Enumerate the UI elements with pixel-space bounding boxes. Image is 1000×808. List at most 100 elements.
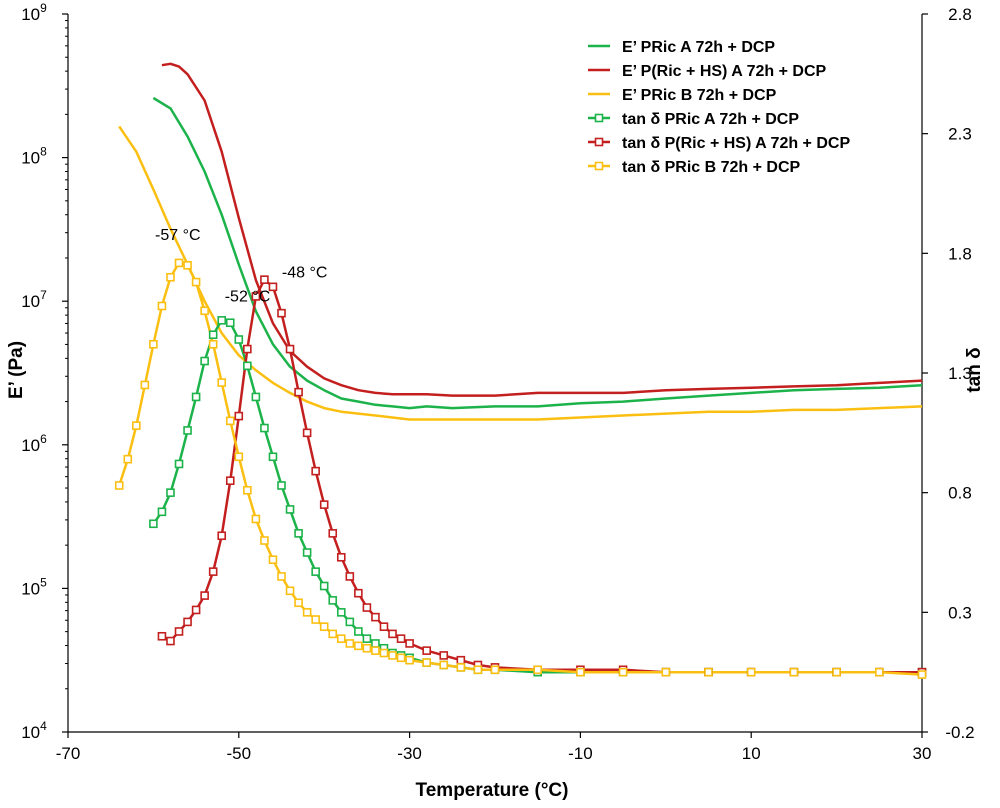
series-marker [149, 339, 158, 349]
series-marker [371, 646, 380, 655]
series-marker [456, 663, 466, 672]
series-marker [166, 488, 175, 497]
series-marker [260, 275, 269, 284]
series-marker [251, 514, 261, 524]
series-marker [388, 629, 397, 639]
series-marker [157, 631, 167, 641]
y-left-tick-label: 105 [21, 575, 47, 598]
series-marker [302, 548, 312, 557]
series-marker [354, 627, 363, 636]
series-marker [405, 655, 414, 665]
legend-swatch-marker [594, 137, 604, 147]
series-marker [789, 667, 799, 677]
series-marker [439, 660, 449, 670]
x-tick-label: -30 [397, 744, 422, 763]
series-marker [345, 639, 355, 648]
legend-label: E’ PRic B 72h + DCP [622, 87, 777, 104]
legend-label: E’ PRic A 72h + DCP [622, 39, 775, 56]
y-right-tick-label: 1.3 [948, 364, 972, 383]
series-marker [260, 423, 269, 433]
series-line [152, 319, 922, 674]
series-marker [379, 648, 389, 658]
y-left-tick-label: 107 [21, 288, 47, 311]
series-line [161, 278, 922, 674]
series-marker [174, 459, 184, 469]
series-marker [243, 344, 252, 354]
series-marker [277, 481, 286, 490]
series-marker [277, 572, 286, 581]
series-marker [379, 622, 389, 631]
legend-swatch-marker [594, 113, 604, 123]
series-marker [123, 454, 133, 464]
series-marker [268, 282, 278, 292]
series-marker [456, 655, 466, 665]
series-marker [704, 667, 713, 677]
peak-annotation: -48 °C [282, 265, 328, 282]
series-marker [157, 507, 167, 517]
series-marker [183, 426, 192, 435]
series-marker [832, 667, 841, 677]
series-marker [354, 641, 363, 651]
series-marker [396, 634, 406, 643]
series-marker [251, 392, 261, 402]
series-marker [336, 634, 346, 643]
series-marker [225, 416, 235, 426]
series-marker [243, 361, 252, 371]
series-marker [302, 608, 312, 617]
series-marker [191, 392, 201, 402]
legend-label: tan δ P(Ric + HS) A 72h + DCP [622, 135, 850, 152]
series-marker [311, 466, 320, 476]
y-right-tick-label: 2.3 [948, 125, 972, 144]
series-marker [371, 639, 380, 648]
series-marker [319, 500, 329, 509]
series-marker [191, 605, 201, 615]
series-marker [405, 639, 414, 648]
y-right-axis-title: tan δ [964, 347, 985, 392]
series-marker [336, 608, 346, 617]
legend-group: E’ PRic A 72h + DCP E’ P(Ric + HS) A 72h … [588, 39, 850, 176]
series-marker [874, 667, 884, 677]
series-marker [354, 588, 363, 598]
series-marker [294, 529, 303, 538]
series-marker [345, 617, 355, 627]
series-marker [746, 667, 756, 677]
series-marker [319, 581, 329, 591]
series-marker [285, 586, 295, 596]
series-marker [234, 452, 244, 462]
series-marker [294, 387, 303, 397]
series-marker [268, 555, 278, 564]
series-marker [328, 629, 338, 639]
series-marker [661, 667, 671, 677]
series-marker [208, 330, 218, 340]
y-right-tick-label: 0.8 [948, 484, 972, 503]
series-marker [234, 411, 244, 421]
x-tick-label: -70 [56, 744, 81, 763]
peak-annotation: -57 °C [155, 227, 201, 244]
series-marker [490, 665, 500, 675]
series-marker [362, 603, 372, 612]
series-marker [294, 598, 303, 608]
series-marker [157, 301, 167, 311]
series-marker [362, 634, 372, 643]
series-marker [200, 356, 209, 366]
series-marker [208, 339, 218, 349]
markers-group [114, 258, 927, 679]
series-marker [217, 378, 227, 387]
series-marker [225, 476, 235, 486]
series-group [118, 62, 923, 676]
x-axis-title: Temperature (°C) [416, 780, 569, 801]
legend-swatch-marker [594, 161, 604, 171]
series-marker [336, 552, 346, 562]
series-marker [132, 421, 141, 430]
series-marker [225, 318, 235, 328]
annotations-group: -57 °C -52 °C -48 °C [155, 227, 327, 305]
series-marker [243, 485, 252, 495]
series-marker [285, 344, 295, 354]
series-marker [166, 636, 175, 646]
x-tick-label: -10 [568, 744, 593, 763]
legend-label: tan δ PRic A 72h + DCP [622, 111, 799, 128]
series-marker [618, 667, 628, 677]
series-marker [328, 596, 338, 605]
series-marker [191, 277, 201, 287]
